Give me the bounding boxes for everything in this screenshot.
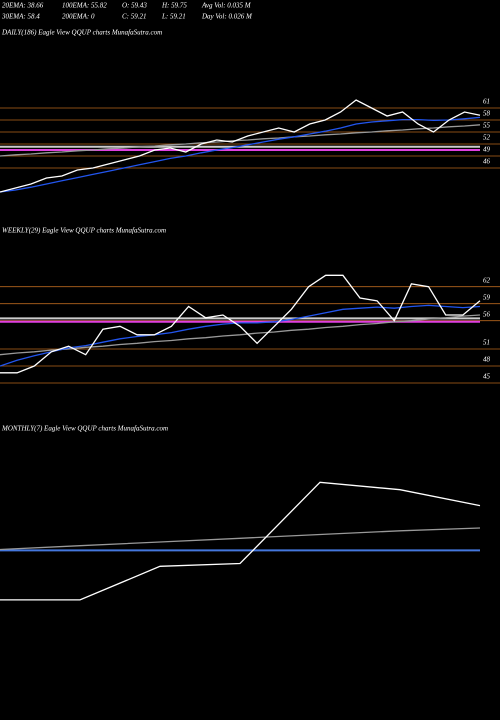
panel-title: WEEKLY(29) Eagle View QQUP charts Munafa…: [2, 227, 166, 235]
y-tick-label: 46: [483, 158, 491, 166]
y-tick-label: 55: [483, 122, 491, 130]
y-tick-label: 61: [483, 98, 490, 106]
stat-label: H: 59.75: [161, 2, 187, 10]
y-tick-label: 58: [483, 110, 491, 118]
price-line: [0, 314, 481, 356]
stat-label: L: 59.21: [161, 13, 186, 21]
stat-label: 200EMA: 0: [62, 13, 95, 21]
y-tick-label: 45: [483, 373, 491, 381]
stat-label: Avg Vol: 0.035 M: [201, 2, 252, 10]
price-line: [0, 99, 481, 193]
y-tick-label: 51: [483, 339, 490, 347]
stat-label: C: 59.21: [122, 13, 147, 21]
price-line: [0, 274, 481, 374]
price-line: [0, 124, 481, 157]
price-line: [0, 481, 481, 601]
stat-label: 100EMA: 55.82: [62, 2, 107, 10]
y-tick-label: 56: [483, 310, 491, 318]
stat-label: Day Vol: 0.026 M: [201, 13, 253, 21]
y-tick-label: 48: [483, 356, 491, 364]
stat-label: 20EMA: 38.66: [2, 2, 44, 10]
y-tick-label: 62: [483, 276, 491, 284]
panel-title: MONTHLY(7) Eagle View QQUP charts Munafa…: [1, 425, 168, 433]
y-tick-label: 59: [483, 293, 491, 301]
stat-label: 30EMA: 58.4: [1, 13, 40, 21]
y-tick-label: 52: [483, 134, 491, 142]
y-tick-label: 49: [483, 146, 491, 154]
price-line: [0, 116, 481, 193]
panel-title: DAILY(186) Eagle View QQUP charts Munafa…: [1, 29, 162, 37]
stat-label: O: 59.43: [122, 2, 147, 10]
price-line: [0, 527, 481, 551]
